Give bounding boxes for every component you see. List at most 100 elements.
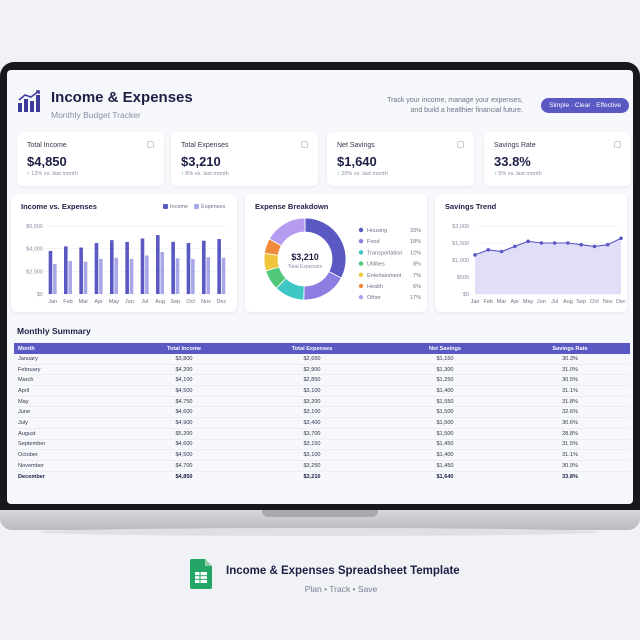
table-cell: 31.1%	[562, 387, 578, 394]
chart-title: Savings Trend	[445, 202, 497, 211]
table-cell: $4,900	[175, 419, 193, 426]
x-tick-label: Dec	[216, 299, 226, 305]
savings-area	[475, 238, 621, 294]
legend-label: Transportation	[367, 250, 402, 256]
kpi-card-net-savings: Net Savings $1,640 ↑ 20% vs. last month	[327, 132, 474, 186]
tagline: Track your income, manage your expenses,…	[353, 96, 523, 116]
x-tick-label: Mar	[79, 299, 89, 305]
bar-income	[202, 240, 206, 294]
kpi-change-text: 8% vs. last month	[185, 171, 229, 177]
legend-label: Housing	[367, 228, 387, 234]
income-expenses-bar-chart: $6,000 $4,000 $2,000 $0 Jan Feb Mar Apr May Jun Ju…	[26, 224, 229, 305]
legend-value: 6%	[413, 284, 421, 290]
kpi-card-savings-rate: Savings Rate 33.8% ↑ 5% vs. last month	[484, 132, 631, 186]
y-tick-label: $500	[457, 275, 469, 281]
arrow-up-icon: ↑	[181, 171, 186, 177]
legend-value: 7%	[413, 273, 421, 279]
bar-expenses	[68, 261, 72, 294]
table-row: October $4,500 $3,100 $1,400 31.1%	[14, 450, 630, 461]
savings-line	[474, 237, 622, 256]
table-cell: August	[18, 430, 36, 437]
legend-swatch	[358, 295, 364, 300]
table-row: December $4,850 $3,210 $1,640 33.8%	[14, 472, 630, 483]
data-point	[592, 244, 597, 249]
data-point	[619, 236, 623, 241]
legend-swatch	[358, 283, 364, 289]
savings-trend-panel: Savings Trend $2,000 $1,500 $1,000 $500 $0 Ja…	[435, 194, 627, 312]
table-cell: $5,200	[175, 430, 193, 437]
table-cell: $1,450	[436, 462, 454, 469]
data-point	[513, 244, 517, 249]
x-tick-label: Feb	[63, 299, 72, 305]
kpi-card-total-income: Total Income $4,850 ↑ 12% vs. last month	[17, 132, 164, 186]
table-cell: $3,150	[303, 441, 321, 448]
table-cell: $3,250	[303, 462, 321, 469]
table-cell: 30.6%	[562, 419, 578, 426]
app-subtitle: Monthly Budget Tracker	[51, 110, 141, 120]
bar-expenses	[175, 258, 180, 294]
table-row: June $4,600 $3,100 $1,500 32.6%	[14, 407, 630, 419]
table-cell: $4,100	[175, 377, 193, 384]
table-cell: $4,500	[175, 387, 193, 394]
laptop-base	[0, 510, 640, 530]
x-tick-label: Aug	[563, 299, 573, 305]
x-tick-label: Jul	[551, 299, 558, 305]
table-cell: $4,700	[175, 462, 193, 469]
table-cell: $3,800	[175, 355, 193, 362]
bar-expenses	[145, 255, 149, 294]
bar-income	[171, 241, 175, 294]
legend-label: Health	[367, 284, 383, 290]
donut-center-label: Total Expenses	[288, 264, 322, 270]
kpi-change-text: 20% vs. last month	[341, 171, 388, 177]
column-header-total-expenses: Total Expenses	[291, 345, 333, 352]
table-cell: $2,900	[303, 366, 321, 373]
donut-slice	[303, 270, 342, 301]
table-cell: 31.1%	[562, 452, 578, 459]
y-tick-label: $2,000	[452, 224, 469, 230]
x-tick-label: Aug	[155, 299, 165, 305]
legend-value: 8%	[413, 262, 421, 268]
x-tick-label: Feb	[484, 299, 493, 305]
chart-legend: Income Expenses	[163, 204, 225, 210]
table-cell: 31.5%	[562, 441, 578, 448]
x-tick-label: Oct	[590, 299, 599, 305]
x-tick-label: Jun	[537, 299, 546, 305]
bar-chart-logo-icon	[18, 90, 40, 112]
legend-swatch	[358, 239, 364, 244]
table-cell: $1,550	[436, 398, 454, 405]
tagline-line-2: and build a healthier financial future.	[410, 107, 523, 114]
table-cell: 28.8%	[562, 430, 578, 437]
bar-expenses	[83, 261, 88, 294]
kpi-change: ↑ 12% vs. last month	[27, 171, 78, 177]
table-title: Monthly Summary	[17, 326, 91, 336]
x-tick-label: Apr	[511, 299, 520, 305]
x-tick-label: Nov	[201, 299, 211, 305]
kpi-label: Total Income	[27, 142, 67, 149]
legend-swatch	[358, 261, 364, 266]
x-tick-label: Jan	[471, 299, 480, 305]
kpi-value: $3,210	[181, 154, 221, 169]
x-tick-label: Apr	[94, 299, 103, 305]
x-tick-label: Sep	[576, 299, 586, 305]
kpi-card-total-expenses: Total Expenses $3,210 ↑ 8% vs. last mont…	[171, 132, 318, 186]
bar-income	[156, 235, 160, 294]
table-row: April $4,500 $3,100 $1,400 31.1%	[14, 386, 630, 397]
legend-value: 17%	[410, 295, 421, 301]
bar-expenses	[160, 252, 164, 294]
dashboard-screen: Income & Expenses Monthly Budget Tracker…	[7, 70, 633, 504]
table-cell: $4,600	[175, 409, 193, 416]
data-point	[473, 253, 477, 257]
data-point	[566, 241, 570, 245]
legend-swatch	[358, 250, 364, 255]
x-tick-label: Oct	[186, 299, 195, 305]
column-header-month: Month	[18, 345, 35, 352]
table-cell: $1,250	[436, 377, 454, 384]
x-tick-label: Jul	[141, 299, 148, 305]
y-tick-label: $0	[463, 292, 469, 298]
bar-income	[48, 250, 53, 294]
income-vs-expenses-panel: Income vs. Expenses Income Expenses $6,0…	[11, 194, 237, 312]
table-cell: $1,640	[436, 473, 454, 480]
card-icon	[614, 141, 621, 148]
card-icon	[457, 141, 464, 148]
column-header-net-savings: Net Savings	[428, 345, 462, 352]
